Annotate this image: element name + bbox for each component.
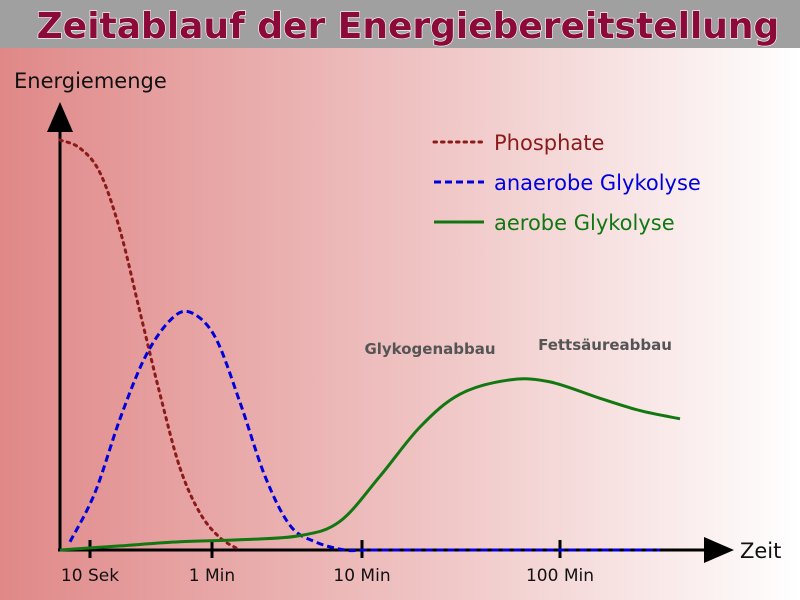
series-line-aerobe-glykolyse <box>59 377 681 552</box>
legend-label-phosphate: Phosphate <box>494 131 604 155</box>
x-tick-label-1-min: 1 Min <box>189 566 235 586</box>
y-axis-label: Energiemenge <box>14 69 167 93</box>
x-tick-label-10-min: 10 Min <box>333 566 390 586</box>
plot-background <box>0 48 800 600</box>
x-tick-label-100-min: 100 Min <box>526 566 594 586</box>
chart-title: Zeitablauf der Energiebereitstellung <box>37 6 780 47</box>
annotations: Glykogenabbau Fettsäureabbau <box>364 336 671 358</box>
annotation-fetts-ureabbau: Fettsäureabbau <box>538 336 672 354</box>
series-line-phosphate <box>58 138 242 552</box>
series-group <box>58 138 681 553</box>
x-axis-arrow <box>704 537 734 563</box>
x-ticks: 10 Sek 1 Min 10 Min 100 Min <box>61 540 594 586</box>
legend: Phosphate anaerobe Glykolyse aerobe Glykol… <box>432 131 701 235</box>
annotation-glykogenabbau: Glykogenabbau <box>364 340 495 358</box>
legend-label-aerobe-glykolyse: aerobe Glykolyse <box>494 211 675 235</box>
legend-label-anaerobe-glykolyse: anaerobe Glykolyse <box>494 171 701 195</box>
x-tick-label-10-sek: 10 Sek <box>61 566 119 586</box>
y-axis-arrow <box>47 102 73 132</box>
x-axis-label: Zeit <box>740 539 781 563</box>
title-bar <box>0 0 800 48</box>
series-line-anaerobe-glykolyse <box>68 309 660 553</box>
